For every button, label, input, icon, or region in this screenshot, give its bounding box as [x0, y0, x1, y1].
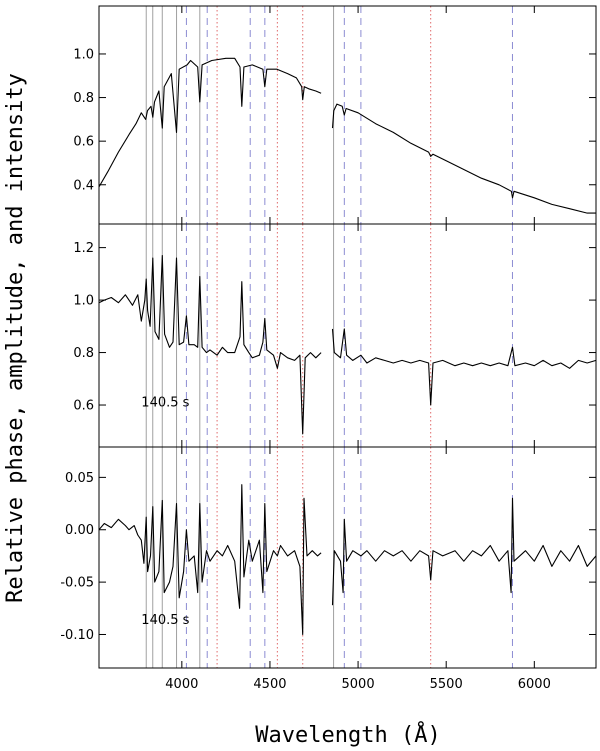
phase-frame — [98, 446, 597, 669]
y-tick-label: 0.6 — [73, 399, 94, 414]
intensity-frame — [98, 5, 597, 225]
panels-group: 0.4 0.6 0.8 1.0 0.6 0.8 1.0 1.2 140.5 s 0.05 0.00 -… — [60, 5, 597, 669]
panel-intensity: 0.4 0.6 0.8 1.0 — [73, 5, 597, 225]
amplitude-trace — [98, 254, 322, 435]
x-tick-label: 6000 — [518, 677, 551, 692]
y-axis-title: Relative phase, amplitude, and intensity — [3, 73, 28, 603]
intensity-trace — [331, 103, 596, 214]
y-tick-label: 0.8 — [73, 91, 94, 106]
y-tick-label: 0.00 — [65, 523, 94, 538]
y-tick-label: 0.6 — [73, 135, 94, 150]
panel-phase: 0.05 0.00 -0.05 -0.10 140.5 s — [60, 446, 597, 669]
y-tick-label: 1.0 — [73, 294, 94, 309]
intensity-trace — [98, 57, 322, 188]
panel-amplitude: 0.6 0.8 1.0 1.2 140.5 s — [73, 223, 597, 448]
amplitude-trace — [331, 328, 597, 406]
x-tick-label: 4500 — [253, 677, 286, 692]
x-axis-title: Wavelength (Å) — [255, 721, 440, 748]
amplitude-annotation: 140.5 s — [141, 395, 189, 410]
y-tick-label: 0.05 — [65, 471, 94, 486]
y-tick-label: 1.2 — [73, 241, 94, 256]
y-tick-label: -0.05 — [60, 576, 94, 591]
phase-trace — [98, 484, 322, 636]
y-tick-label: -0.10 — [60, 628, 94, 643]
y-tick-label: 0.8 — [73, 346, 94, 361]
x-tick-label: 4000 — [165, 677, 198, 692]
phase-trace — [331, 497, 597, 606]
y-tick-label: 1.0 — [73, 47, 94, 62]
x-tick-labels: 4000 4500 5000 5500 6000 — [165, 677, 551, 692]
y-tick-label: 0.4 — [73, 178, 94, 193]
x-tick-label: 5500 — [430, 677, 463, 692]
x-tick-label: 5000 — [342, 677, 375, 692]
phase-annotation: 140.5 s — [141, 613, 189, 628]
